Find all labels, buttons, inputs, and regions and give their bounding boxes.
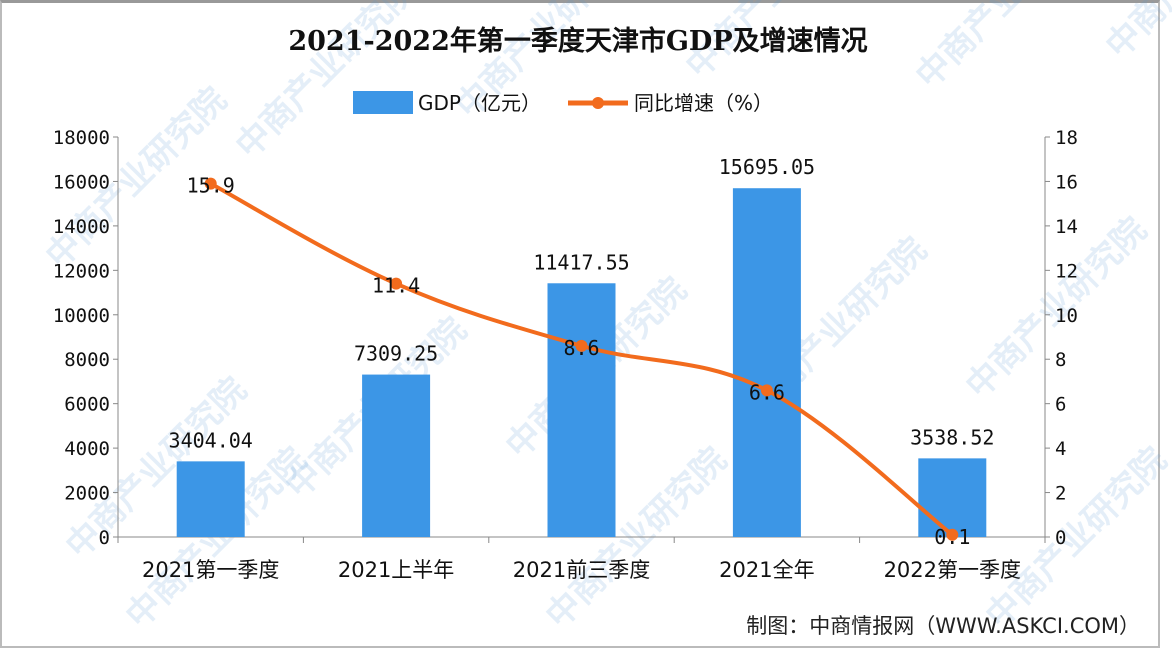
gdp-bar-label: 11417.55 — [533, 250, 629, 274]
gdp-bar-label: 3404.04 — [169, 428, 253, 452]
gdp-bar — [732, 188, 801, 537]
left-tick-label: 16000 — [53, 171, 110, 193]
source-credit: 制图：中商情报网（WWW.ASKCI.COM） — [746, 614, 1140, 638]
right-tick-label: 10 — [1055, 305, 1078, 327]
x-tick-label: 2021前三季度 — [513, 558, 650, 582]
left-tick-label: 2000 — [64, 483, 110, 505]
right-tick-label: 0 — [1055, 527, 1066, 549]
growth-point — [390, 277, 403, 290]
gdp-bar — [547, 283, 616, 537]
legend-bar-swatch — [353, 91, 413, 114]
right-tick-label: 8 — [1055, 349, 1066, 371]
left-tick-label: 10000 — [53, 305, 110, 327]
gdp-bar — [362, 374, 431, 537]
legend-gdp-label: GDP（亿元） — [418, 91, 541, 115]
right-tick-label: 14 — [1055, 216, 1078, 238]
left-tick-label: 18000 — [53, 127, 110, 149]
right-tick-label: 16 — [1055, 171, 1078, 193]
gdp-bar — [176, 461, 245, 537]
left-tick-label: 0 — [99, 527, 110, 549]
left-tick-label: 12000 — [53, 260, 110, 282]
watermark-text: 中商产业研究院 — [908, 0, 1105, 96]
legend: GDP（亿元） 同比增速（%） — [353, 91, 773, 115]
left-tick-label: 8000 — [64, 349, 110, 371]
gdp-bar-label: 7309.25 — [354, 342, 438, 366]
watermark-text: 中商产业研究院 — [228, 0, 425, 166]
chart-title: 2021-2022年第一季度天津市GDP及增速情况 — [288, 25, 867, 57]
data-labels: 3404.04 7309.25 11417.55 15695.05 3538.52 15.… — [169, 155, 995, 549]
growth-label: 11.4 — [372, 274, 420, 298]
watermark-text: 中商产业研究院 — [978, 440, 1172, 637]
left-tick-label: 14000 — [53, 216, 110, 238]
right-tick-label: 6 — [1055, 394, 1066, 416]
growth-label: 8.6 — [563, 336, 599, 360]
growth-point — [946, 528, 959, 541]
growth-point — [575, 339, 588, 352]
growth-label: 15.9 — [187, 174, 235, 198]
right-tick-label: 12 — [1055, 260, 1078, 282]
gdp-bar-label: 3538.52 — [910, 425, 994, 449]
right-tick-label: 4 — [1055, 438, 1066, 460]
growth-point — [204, 177, 217, 190]
legend-line-marker — [592, 97, 604, 109]
left-tick-label: 6000 — [64, 394, 110, 416]
x-tick-label: 2021第一季度 — [142, 558, 279, 582]
gdp-bar-label: 15695.05 — [719, 155, 815, 179]
watermark-text: 中商产业研究院 — [1098, 0, 1172, 66]
gdp-bar — [918, 458, 987, 537]
x-tick-label: 2022第一季度 — [884, 558, 1021, 582]
growth-label: 6.6 — [749, 380, 785, 404]
legend-growth-label: 同比增速（%） — [634, 91, 773, 115]
right-tick-label: 2 — [1055, 483, 1066, 505]
growth-point — [760, 384, 773, 397]
x-tick-label: 2021上半年 — [338, 558, 454, 582]
x-tick-label: 2021全年 — [719, 558, 814, 582]
right-tick-label: 18 — [1055, 127, 1078, 149]
growth-label: 0.1 — [934, 525, 970, 549]
growth-line — [204, 177, 959, 541]
bars — [176, 188, 987, 537]
left-tick-label: 4000 — [64, 438, 110, 460]
